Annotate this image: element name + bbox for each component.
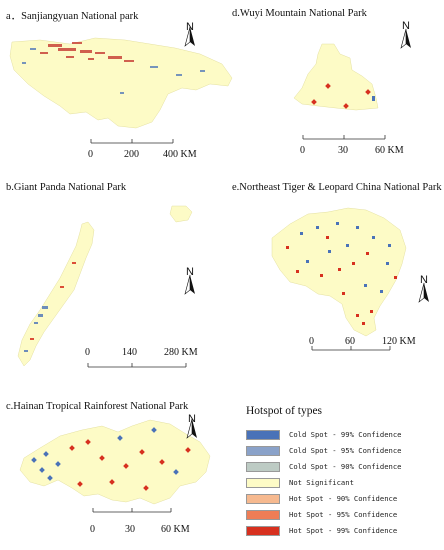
panel-e-scale-0: 0 [309, 336, 314, 347]
legend-label: Hot Spot - 95% Confidence [289, 510, 398, 519]
legend-label: Cold Spot - 95% Confidence [289, 446, 402, 455]
legend-label: Not Significant [289, 478, 354, 487]
wuyi-region [293, 43, 379, 111]
panel-a-scale-1: 200 [124, 149, 139, 160]
legend-title: Hotspot of types [246, 405, 323, 417]
panel-b-scale-1: 140 [122, 347, 137, 358]
panel-c-scale-2: 60 KM [161, 524, 190, 535]
panel-d-scale-1: 30 [338, 145, 348, 156]
panel-a-scale-0: 0 [88, 149, 93, 160]
sanjiangyuan-region [9, 37, 233, 129]
tiger-leopard-region [271, 207, 407, 337]
legend-item: Not Significant [246, 477, 354, 488]
panel-c-title: c.Hainan Tropical Rainforest National Pa… [6, 401, 189, 412]
panel-d-map: N 0 30 60 KM [293, 20, 412, 156]
panel-b-map: N 0 140 280 KM [17, 205, 198, 368]
legend-swatch [246, 525, 280, 536]
panel-c-north-label: N [188, 413, 196, 425]
giant-panda-region [17, 221, 95, 367]
panel-b-north-label: N [186, 266, 194, 278]
legend-item: Hot Spot - 99% Confidence [246, 525, 397, 536]
legend-label: Cold Spot - 90% Confidence [289, 462, 402, 471]
panel-c-map: N 0 30 60 KM [19, 413, 211, 535]
panel-b-scale-2: 280 KM [164, 347, 198, 358]
panel-e-title: e.Northeast Tiger & Leopard China Nation… [232, 182, 442, 193]
panel-a-map: N 0 200 400 KM [9, 21, 233, 160]
panel-b-title: b.Giant Panda National Park [6, 182, 127, 193]
panel-c-scale-1: 30 [125, 524, 135, 535]
panel-e-map: N 0 60 120 KM [271, 207, 430, 351]
panel-d-north-label: N [402, 20, 410, 32]
panel-a-title: a．Sanjiangyuan National park [6, 11, 139, 22]
panel-a-north-label: N [186, 21, 194, 33]
legend-label: Hot Spot - 90% Confidence [289, 494, 398, 503]
legend-item: Hot Spot - 90% Confidence [246, 493, 397, 504]
panel-a-scale-2: 400 KM [163, 149, 197, 160]
panel-d-title: d.Wuyi Mountain National Park [232, 8, 367, 19]
legend-swatch [246, 493, 280, 504]
panel-e-scale-2: 120 KM [382, 336, 416, 347]
legend-item: Cold Spot - 99% Confidence [246, 429, 402, 440]
legend-swatch [246, 429, 280, 440]
panel-b-scale-0: 0 [85, 347, 90, 358]
panel-d-scale-2: 60 KM [375, 145, 404, 156]
panel-c-scale-0: 0 [90, 524, 95, 535]
legend-swatch [246, 445, 280, 456]
legend-item: Cold Spot - 95% Confidence [246, 445, 402, 456]
legend-swatch [246, 509, 280, 520]
legend-swatch [246, 461, 280, 472]
panel-d-scale-0: 0 [300, 145, 305, 156]
legend-label: Hot Spot - 99% Confidence [289, 526, 398, 535]
legend-label: Cold Spot - 99% Confidence [289, 430, 402, 439]
hainan-region [19, 419, 211, 505]
panel-e-north-label: N [420, 274, 428, 286]
legend-item: Hot Spot - 95% Confidence [246, 509, 397, 520]
panel-e-scale-1: 60 [345, 336, 355, 347]
legend-swatch [246, 477, 280, 488]
legend-item: Cold Spot - 90% Confidence [246, 461, 402, 472]
